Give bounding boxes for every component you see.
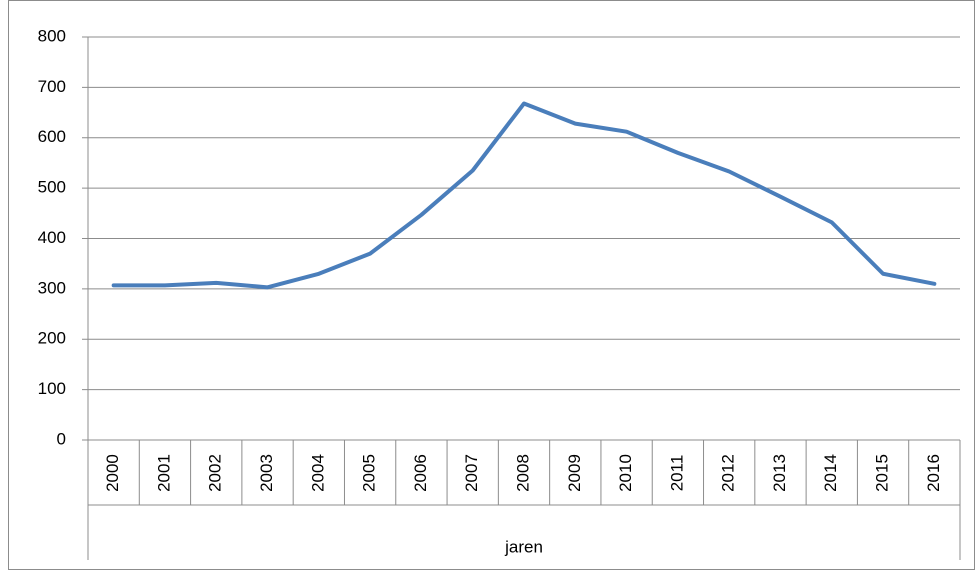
x-axis-title: jaren [504, 537, 543, 556]
y-tick-label: 100 [38, 379, 66, 398]
y-tick-label: 500 [38, 178, 66, 197]
line-series [111, 101, 937, 290]
y-tick-label: 600 [38, 127, 66, 146]
x-tick-label: 2002 [206, 454, 225, 492]
x-tick-label: 2016 [924, 454, 943, 492]
y-tick-label: 800 [38, 26, 66, 45]
x-tick-label: 2003 [257, 454, 276, 492]
y-tick-label: 200 [38, 329, 66, 348]
x-tick-label: 2000 [103, 454, 122, 492]
x-tick-label: 2007 [462, 454, 481, 492]
x-tick-label: 2015 [873, 454, 892, 492]
x-tick-label: 2011 [667, 455, 686, 492]
x-tick-label: 2008 [513, 454, 532, 492]
y-tick-label: 700 [38, 77, 66, 96]
y-tick-label: 0 [57, 429, 66, 448]
chart-frame [8, 0, 975, 570]
x-tick-label: 2001 [154, 454, 173, 492]
x-tick-label: 2006 [411, 454, 430, 492]
y-tick-label: 300 [38, 278, 66, 297]
x-tick-label: 2009 [565, 454, 584, 492]
x-tick-label: 2013 [770, 454, 789, 492]
y-tick-label: 400 [38, 228, 66, 247]
x-tick-label: 2014 [821, 454, 840, 492]
x-tick-label: 2010 [616, 454, 635, 492]
x-tick-label: 2004 [308, 454, 327, 492]
x-tick-label: 2005 [360, 454, 379, 492]
x-tick-label: 2012 [719, 454, 738, 492]
